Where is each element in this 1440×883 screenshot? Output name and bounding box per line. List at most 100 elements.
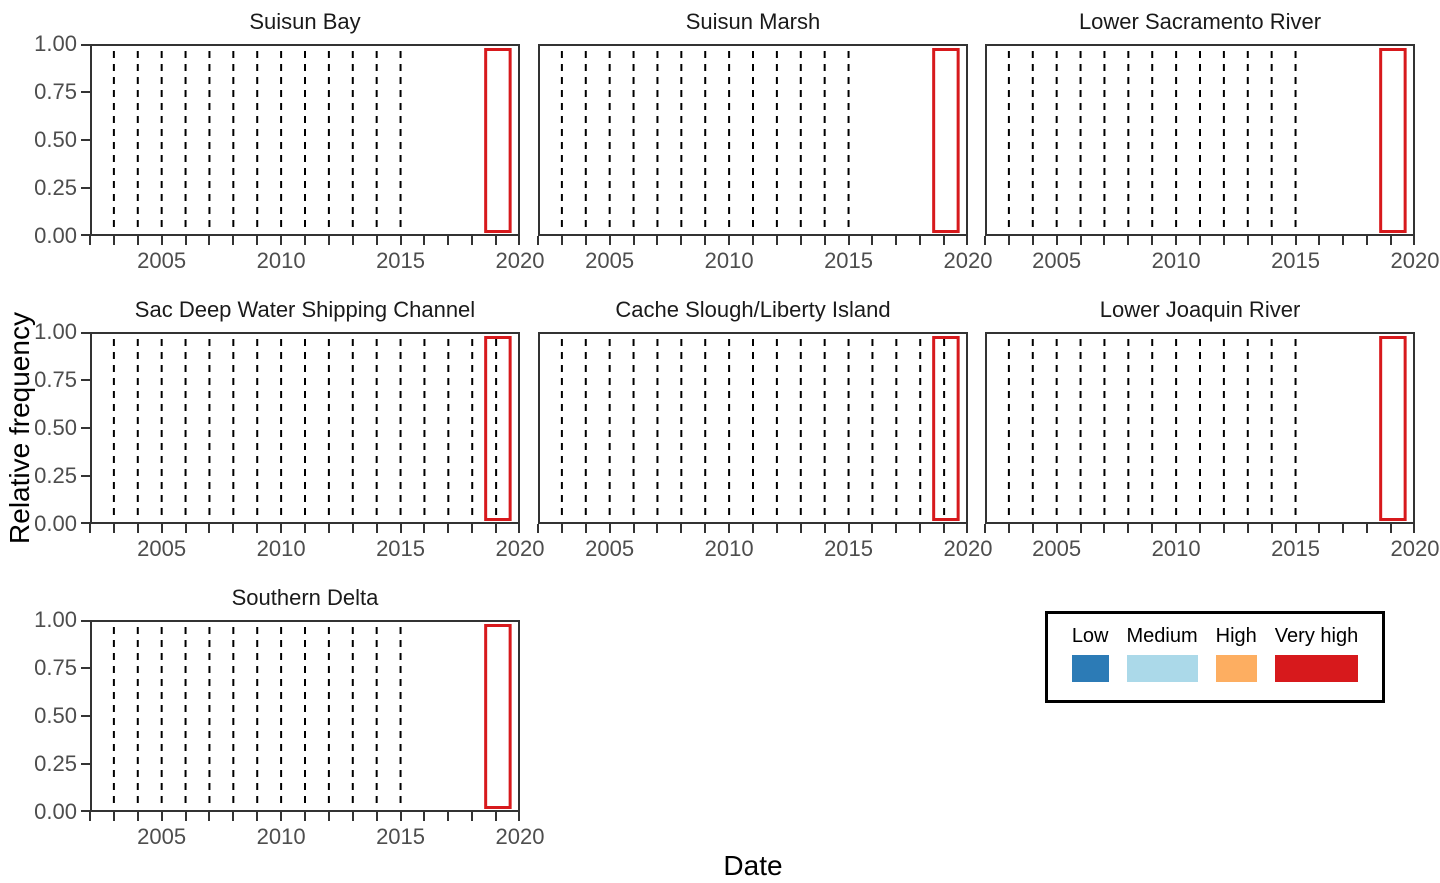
facet-title: Sac Deep Water Shipping Channel [134, 297, 476, 322]
x-tick-2008 [680, 524, 683, 533]
x-tick-2002 [537, 236, 539, 245]
panel-border [90, 332, 520, 524]
y-tick-label: 0.75 [34, 79, 77, 104]
x-tick-2017 [895, 524, 898, 533]
x-tick-2013 [351, 236, 354, 245]
x-tick-2007 [1103, 524, 1106, 533]
y-tick-1.00 [81, 44, 90, 46]
x-tick-2020 [966, 236, 968, 245]
x-tick-2004 [1031, 524, 1034, 533]
y-tick-label: 0.00 [34, 223, 77, 248]
x-tick-2020 [518, 524, 520, 533]
x-tick-2016 [1318, 236, 1321, 245]
x-tick-2011 [1199, 524, 1201, 533]
x-tick-2002 [537, 524, 539, 533]
y-tick-label: 0.50 [34, 127, 77, 152]
panel [90, 44, 520, 236]
x-tick-2005 [608, 236, 611, 245]
panel-border [985, 332, 1415, 524]
y-tick-label: 0.75 [34, 655, 77, 680]
y-tick-label: 0.00 [34, 799, 77, 824]
x-tick-label: 2020 [943, 248, 993, 273]
x-tick-2014 [375, 524, 378, 533]
panel [985, 332, 1415, 524]
x-tick-2005 [160, 812, 163, 821]
x-tick-2017 [447, 812, 450, 821]
x-tick-2013 [351, 524, 354, 533]
x-tick-2019 [943, 236, 946, 245]
x-tick-2002 [89, 812, 91, 821]
x-tick-2010 [280, 236, 283, 245]
x-tick-2010 [728, 524, 731, 533]
x-tick-2017 [447, 524, 450, 533]
x-tick-label: 2015 [376, 824, 426, 849]
facet-title: Cache Slough/Liberty Island [615, 297, 891, 322]
y-tick-0.75 [81, 91, 90, 93]
x-tick-2018 [471, 236, 474, 245]
x-tick-2006 [1079, 524, 1082, 533]
x-tick-2003 [112, 812, 115, 821]
x-tick-2017 [895, 236, 898, 245]
y-tick-0.00 [81, 522, 90, 524]
x-tick-2015 [847, 236, 850, 245]
x-tick-label: 2010 [1151, 248, 1201, 273]
x-tick-label: 2015 [1271, 536, 1321, 561]
y-tick-0.25 [81, 763, 90, 765]
panel [90, 332, 520, 524]
x-tick-2015 [847, 524, 850, 533]
x-tick-2005 [1055, 236, 1058, 245]
x-tick-2017 [1342, 524, 1345, 533]
x-tick-label: 2010 [704, 536, 754, 561]
panel [538, 332, 968, 524]
y-tick-0.00 [81, 810, 90, 812]
legend-swatch-very-high [1274, 655, 1359, 682]
x-tick-2003 [112, 524, 115, 533]
x-tick-2013 [799, 524, 802, 533]
x-tick-2008 [1127, 524, 1130, 533]
bar-very-high [484, 624, 512, 809]
x-tick-2019 [495, 236, 498, 245]
x-tick-2015 [1294, 236, 1297, 245]
y-tick-0.50 [81, 715, 90, 717]
x-tick-label: 2005 [1032, 248, 1082, 273]
x-tick-2011 [304, 524, 306, 533]
facet-title: Southern Delta [231, 585, 379, 610]
x-tick-2007 [1103, 236, 1106, 245]
y-tick-label: 1.00 [34, 607, 77, 632]
x-tick-2007 [656, 236, 659, 245]
x-tick-2003 [560, 236, 563, 245]
x-tick-2005 [608, 524, 611, 533]
x-tick-2011 [752, 524, 754, 533]
x-tick-2016 [423, 812, 426, 821]
x-tick-2002 [89, 236, 91, 245]
x-tick-2017 [447, 236, 450, 245]
x-tick-2014 [1270, 524, 1273, 533]
y-tick-1.00 [81, 620, 90, 622]
legend-entry-medium: Medium [1126, 624, 1198, 682]
bar-very-high [1379, 48, 1407, 233]
x-tick-2019 [1390, 236, 1393, 245]
bar-very-high [932, 48, 960, 233]
x-tick-2020 [518, 236, 520, 245]
panel-border [985, 44, 1415, 236]
x-tick-2020 [966, 524, 968, 533]
x-tick-2008 [232, 812, 235, 821]
x-tick-label: 2010 [704, 248, 754, 273]
x-tick-2018 [471, 524, 474, 533]
x-tick-label: 2005 [137, 536, 187, 561]
x-tick-2004 [584, 236, 587, 245]
x-tick-2010 [280, 524, 283, 533]
x-tick-2013 [351, 812, 354, 821]
x-tick-2009 [704, 236, 707, 245]
x-tick-2013 [1246, 524, 1249, 533]
y-tick-label: 1.00 [34, 319, 77, 344]
x-tick-2011 [304, 236, 306, 245]
x-tick-label: 2020 [495, 824, 545, 849]
x-tick-label: 2015 [1271, 248, 1321, 273]
x-tick-2005 [160, 524, 163, 533]
x-tick-2011 [752, 236, 754, 245]
x-tick-2009 [256, 812, 259, 821]
y-tick-0.50 [81, 427, 90, 429]
x-tick-label: 2010 [256, 536, 306, 561]
